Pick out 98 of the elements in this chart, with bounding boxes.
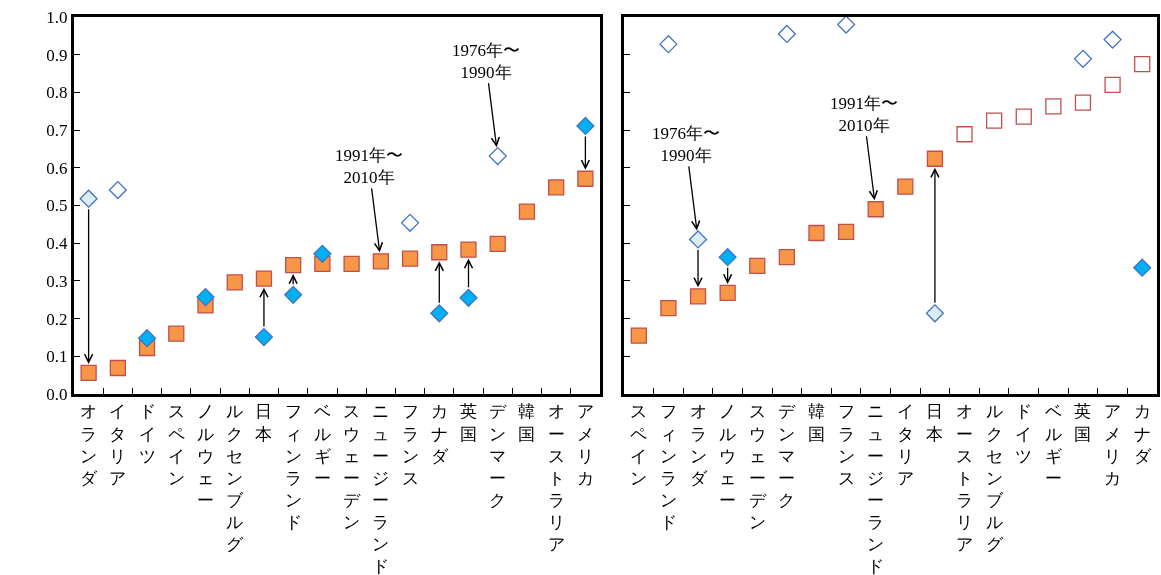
x-tick-label: 英国 [1074,402,1092,444]
x-tick-label: 韓国 [518,402,536,444]
point [168,325,185,342]
y-tick-label: 0.3 [46,271,68,291]
point [430,304,449,323]
x-tick-label: フィンランド [659,402,677,532]
point [401,250,419,267]
x-tick-label: ベルギー [313,402,331,488]
point [137,329,157,348]
x-tick-label: オランダ [80,402,99,488]
point [867,201,884,218]
point [460,241,477,258]
point [108,180,127,200]
point [719,284,736,302]
annotation: 1991年〜 2010年 [830,94,898,136]
point [577,170,594,187]
x-tick-label: アメリカ [576,402,594,488]
x-tick-label: ニュージーランド [867,402,885,575]
point [489,235,506,253]
point [1073,49,1093,68]
x-tick-label: ドイツ [138,402,156,466]
point [255,270,273,287]
point [431,244,448,261]
point [808,224,825,242]
point [660,299,677,317]
x-tick-label: フランス [837,402,855,488]
y-tick-label: 0.2 [46,309,68,329]
x-tick-label: 英国 [460,402,477,444]
point [285,256,302,274]
y-tick-label: 0.8 [46,83,68,103]
x-tick-label: フランス [401,402,419,488]
point [837,223,855,241]
point [226,274,243,291]
point [284,285,303,304]
point [718,248,737,267]
point [630,327,647,344]
point [688,230,708,249]
point [925,304,945,323]
y-tick-label: 0.4 [46,234,69,254]
annotation: 1991年〜 2010年 [335,146,403,188]
point [109,359,126,377]
x-tick-label: ルクセンブルグ [226,402,245,554]
point [1133,258,1152,277]
x-tick-label: ルクセンブルグ [985,402,1004,554]
x-tick-label: イタリア [896,402,914,488]
point [313,244,332,263]
y-tick-label: 0.6 [46,158,68,178]
x-tick-label: オーストラリア [547,402,565,554]
point [196,288,215,307]
x-tick-label: ドイツ [1015,402,1033,466]
point [778,249,796,266]
point [576,116,595,136]
x-tick-label: スペイン [167,402,185,488]
point [659,35,678,54]
point [926,150,944,167]
point [836,15,856,34]
y-tick-label: 0.1 [46,347,68,367]
x-tick-label: イタリア [109,402,127,488]
y-tick-label: 1.0 [46,7,68,27]
x-tick-label: スウェーデン [748,402,767,532]
x-tick-label: スウェーデン [343,402,362,532]
point [372,253,389,270]
x-tick-label: オーストラリア [956,402,974,554]
x-tick-label: アメリカ [1104,402,1122,488]
point [518,203,536,220]
point [79,189,98,208]
x-tick-label: 日本 [926,402,944,444]
x-tick-label: デンマーク [489,402,508,510]
point [897,178,914,195]
point [254,327,274,347]
x-tick-label: カナダ [430,402,449,466]
point [488,147,507,166]
point [459,288,478,307]
x-tick-label: 韓国 [807,402,825,444]
x-tick-label: フィンランド [284,402,302,532]
y-tick-label: 0.7 [46,121,69,141]
x-tick-label: スペイン [630,402,648,488]
x-tick-label: カナダ [1133,402,1152,466]
x-tick-label: 日本 [255,402,273,444]
x-tick-label: デンマーク [778,402,797,510]
point [343,255,360,273]
point [80,364,97,382]
annotation: 1976年〜 1990年 [652,124,720,166]
point [548,179,565,196]
x-tick-label: ノルウェー [719,402,737,510]
point [777,24,796,44]
x-tick-label: ベルギー [1044,402,1062,488]
x-tick-label: ニュージーランド [372,402,390,575]
x-tick-label: ノルウェー [197,402,214,510]
x-tick-label: オランダ [689,402,708,488]
y-tick-label: 0.5 [46,196,68,216]
y-tick-label: 0.9 [46,45,68,65]
point [689,288,707,305]
y-tick-label: 0.0 [46,384,68,404]
point [749,257,766,274]
point [400,213,420,232]
point [1103,30,1122,49]
annotation: 1976年〜 1990年 [452,41,520,83]
